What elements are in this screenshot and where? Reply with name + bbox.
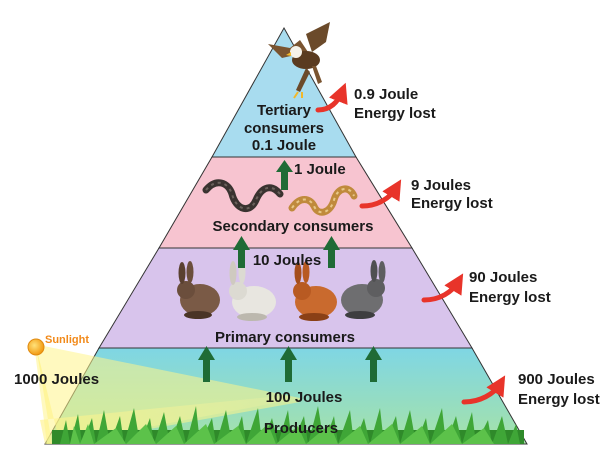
secondary-name: Secondary consumers — [213, 218, 374, 235]
sun-icon — [27, 338, 45, 356]
up-arrow-icon — [323, 236, 340, 268]
curved-arrow-icon — [359, 179, 402, 209]
sunlight-beam-main — [34, 344, 300, 444]
primary-lost-energy: 90 Joules — [469, 269, 537, 286]
producers-lost-label: Energy lost — [518, 391, 600, 408]
secondary-lost-energy: 9 Joules — [411, 177, 471, 194]
sunlight-energy: 1000 Joules — [14, 371, 99, 388]
secondary-lost-label: Energy lost — [411, 195, 493, 212]
producers-passed-energy: 100 Joules — [266, 389, 343, 406]
tertiary-passed-energy: 0.1 Joule — [252, 137, 316, 154]
tertiary-name-line2: consumers — [244, 120, 324, 137]
up-arrow-icon — [280, 346, 297, 382]
primary-name: Primary consumers — [215, 329, 355, 346]
up-arrow-icon — [276, 160, 293, 190]
tertiary-lost-label: Energy lost — [354, 105, 436, 122]
producers-name: Producers — [264, 420, 338, 437]
snake-illustration-light — [288, 185, 358, 216]
curved-arrow-icon — [315, 82, 348, 113]
rabbit-illustration-brown — [177, 261, 220, 319]
curved-arrow-icon — [461, 375, 506, 405]
secondary-passed-energy: 1 Joule — [294, 161, 346, 178]
rabbit-illustration-grey — [341, 260, 386, 319]
rabbit-illustration-white — [229, 260, 276, 321]
up-arrow-icon — [198, 346, 215, 382]
rabbit-illustration-orange — [293, 261, 337, 321]
up-arrow-icon — [365, 346, 382, 382]
grass-illustration — [52, 406, 524, 444]
curved-arrow-icon — [421, 273, 464, 303]
primary-passed-energy: 10 Joules — [253, 252, 321, 269]
tertiary-name-line1: Tertiary — [257, 102, 312, 119]
eagle-illustration — [268, 22, 330, 99]
tertiary-lost-energy: 0.9 Joule — [354, 86, 418, 103]
energy-transfer-arrows — [198, 160, 382, 382]
sunlight-label: Sunlight — [45, 334, 89, 346]
snake-illustration-dark — [202, 179, 284, 212]
primary-lost-label: Energy lost — [469, 289, 551, 306]
up-arrow-icon — [233, 236, 250, 268]
producers-lost-energy: 900 Joules — [518, 371, 595, 388]
energy-lost-arrows — [315, 82, 506, 405]
